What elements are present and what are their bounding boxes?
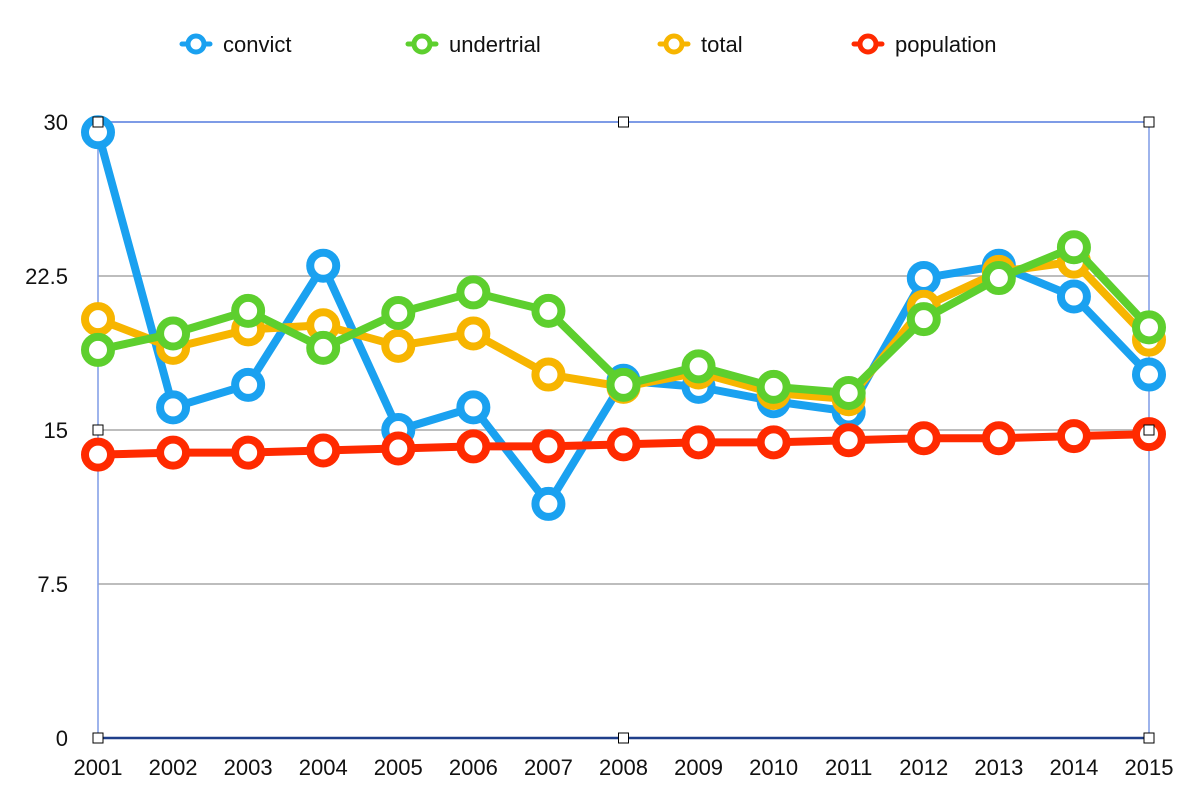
data-point: [981, 261, 1016, 296]
x-tick-label: 2012: [899, 755, 948, 780]
data-point: [606, 427, 641, 462]
x-tick-label: 2009: [674, 755, 723, 780]
resize-handle[interactable]: [1143, 116, 1155, 128]
y-tick-label: 0: [56, 726, 68, 751]
data-point: [1132, 357, 1166, 392]
data-point: [81, 332, 115, 367]
x-tick-label: 2014: [1049, 755, 1098, 780]
data-point: [156, 390, 191, 425]
y-tick-label: 30: [44, 110, 68, 135]
series-population: [81, 417, 1166, 472]
data-point: [81, 437, 115, 472]
series-undertrial: [81, 230, 1166, 411]
x-tick-label: 2006: [449, 755, 498, 780]
data-point: [531, 293, 566, 328]
data-point: [156, 435, 191, 470]
data-point: [306, 433, 341, 468]
y-tick-label: 7.5: [37, 572, 68, 597]
data-point: [231, 293, 266, 328]
data-point: [381, 295, 416, 330]
data-point: [456, 316, 491, 351]
resize-handle[interactable]: [92, 732, 104, 744]
selection-handles[interactable]: [92, 116, 1155, 744]
resize-handle[interactable]: [618, 116, 629, 128]
y-tick-label: 22.5: [25, 264, 68, 289]
data-point: [306, 248, 341, 283]
resize-handle[interactable]: [1143, 424, 1155, 436]
legend-marker: [663, 33, 685, 55]
legend-label: undertrial: [449, 32, 541, 57]
data-point: [381, 431, 416, 466]
legend-item-convict: convict: [179, 32, 291, 57]
series-layer: [81, 115, 1166, 521]
data-point: [381, 328, 416, 363]
resize-handle[interactable]: [92, 116, 104, 128]
data-point: [906, 302, 941, 337]
legend-label: convict: [223, 32, 291, 57]
data-point: [681, 425, 716, 460]
axes: 0 7.5 15 22.5 30 2001 2002 2003 2004 2005 2006 2007…: [25, 110, 1173, 780]
data-point: [681, 349, 716, 384]
grid: [98, 121, 1149, 585]
legend-marker: [411, 33, 433, 55]
resize-handle[interactable]: [92, 424, 104, 436]
data-point: [606, 367, 641, 402]
x-tick-label: 2004: [299, 755, 348, 780]
data-point: [456, 429, 491, 464]
legend-item-undertrial: undertrial: [405, 32, 541, 57]
data-point: [456, 390, 491, 425]
x-tick-label: 2001: [74, 755, 123, 780]
legend: convict undertrial total population: [179, 32, 997, 57]
x-tick-label: 2008: [599, 755, 648, 780]
data-point: [306, 330, 341, 365]
legend-item-total: total: [657, 32, 743, 57]
data-point: [81, 302, 115, 337]
x-tick-label: 2005: [374, 755, 423, 780]
resize-handle[interactable]: [1143, 732, 1155, 744]
x-tick-label: 2002: [149, 755, 198, 780]
data-point: [456, 275, 491, 310]
legend-label: total: [701, 32, 743, 57]
data-point: [1056, 279, 1091, 314]
legend-marker: [857, 33, 879, 55]
data-point: [756, 369, 791, 404]
y-tick-label: 15: [44, 418, 68, 443]
data-point: [531, 429, 566, 464]
data-point: [831, 376, 866, 411]
x-tick-label: 2011: [825, 755, 872, 780]
data-point: [531, 357, 566, 392]
data-point: [231, 435, 266, 470]
data-point: [906, 261, 941, 296]
data-point: [906, 421, 941, 456]
x-tick-label: 2010: [749, 755, 798, 780]
data-point: [981, 421, 1016, 456]
data-point: [156, 316, 191, 351]
data-point: [1056, 419, 1091, 454]
x-tick-label: 2003: [224, 755, 273, 780]
resize-handle[interactable]: [618, 732, 629, 744]
legend-item-population: population: [851, 32, 997, 57]
data-point: [1132, 310, 1166, 345]
legend-label: population: [895, 32, 997, 57]
data-point: [231, 367, 266, 402]
data-point: [531, 486, 566, 521]
data-point: [831, 423, 866, 458]
data-point: [756, 425, 791, 460]
x-tick-label: 2015: [1125, 755, 1174, 780]
data-point: [1056, 230, 1091, 265]
x-tick-label: 2007: [524, 755, 573, 780]
x-tick-label: 2013: [974, 755, 1023, 780]
legend-marker: [185, 33, 207, 55]
